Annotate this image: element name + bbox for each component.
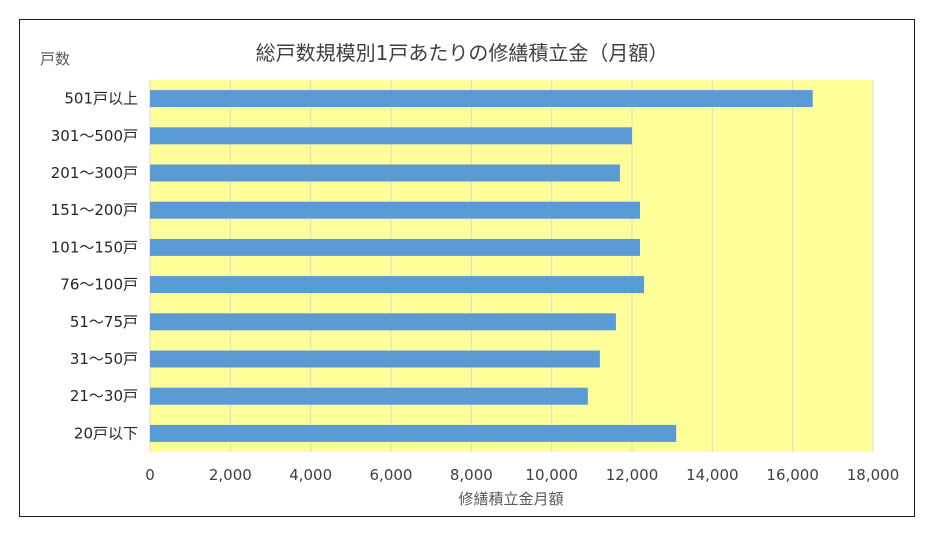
x-tick-label: 18,000 — [847, 466, 900, 484]
category-label: 76～100戸 — [60, 276, 138, 294]
category-label: 20戸以下 — [74, 424, 138, 442]
x-tick-label: 14,000 — [686, 466, 739, 484]
x-tick-label: 10,000 — [525, 466, 578, 484]
category-label: 51～75戸 — [70, 313, 138, 331]
chart-title: 総戸数規模別1戸あたりの修繕積立金（月額） — [256, 41, 669, 65]
category-label: 301～500戸 — [51, 127, 138, 145]
x-tick-label: 8,000 — [450, 466, 493, 484]
category-label: 151～200戸 — [51, 201, 138, 219]
bar — [150, 424, 677, 442]
y-axis-label: 戸数 — [40, 50, 70, 68]
category-label: 31～50戸 — [70, 350, 138, 368]
bar — [150, 350, 600, 368]
x-tick-label: 4,000 — [289, 466, 332, 484]
chart-frame: 総戸数規模別1戸あたりの修繕積立金（月額） 戸数 501戸以上 301～500戸 2… — [19, 19, 915, 517]
category-labels: 501戸以上 301～500戸 201～300戸 151～200戸 101～150戸 76… — [51, 90, 138, 443]
x-tick-label: 0 — [145, 466, 155, 484]
category-label: 21～30戸 — [70, 387, 138, 405]
bar — [150, 387, 588, 405]
bar — [150, 313, 616, 331]
bar — [150, 276, 645, 294]
bar — [150, 90, 813, 108]
x-tick-label: 6,000 — [370, 466, 413, 484]
bar — [150, 164, 620, 182]
bar — [150, 238, 641, 256]
x-tick-labels: 0 2,000 4,000 6,000 8,000 10,000 12,000 14,000 1… — [145, 466, 899, 484]
category-label: 101～150戸 — [51, 238, 138, 256]
category-label: 201～300戸 — [51, 164, 138, 182]
x-tick-label: 12,000 — [606, 466, 659, 484]
bars — [150, 90, 813, 442]
bar — [150, 201, 641, 219]
bar — [150, 127, 632, 145]
bar-chart: 総戸数規模別1戸あたりの修繕積立金（月額） 戸数 501戸以上 301～500戸 2… — [40, 41, 899, 508]
x-tick-label: 16,000 — [766, 466, 819, 484]
category-label: 501戸以上 — [64, 90, 138, 108]
x-tick-label: 2,000 — [209, 466, 252, 484]
x-axis-label: 修繕積立金月額 — [458, 490, 563, 508]
